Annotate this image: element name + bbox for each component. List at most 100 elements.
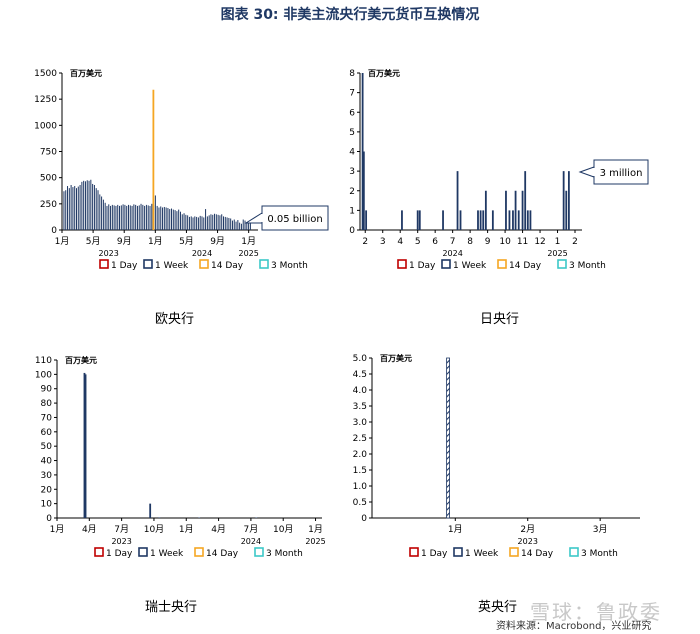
bar-ecb-fourteen_day — [152, 89, 155, 230]
bar-ecb-one_week — [140, 203, 142, 230]
bar-boj-one_week — [362, 151, 365, 230]
bar-boj-one_week — [456, 171, 459, 230]
x-tick-label-ecb: 5月 — [179, 236, 194, 247]
bar-ecb-one_week — [101, 196, 103, 230]
bar-boj-one_week — [526, 210, 529, 230]
bar-ecb-one_week — [201, 216, 203, 230]
y-tick-label-snb: 100 — [35, 370, 52, 380]
legend-label-ecb: 3 Month — [271, 261, 308, 271]
bar-ecb-one_week — [187, 215, 189, 230]
x-tick-label-boj: 5 — [415, 237, 421, 247]
bar-ecb-one_week — [165, 207, 167, 230]
bar-boj-one_week — [514, 190, 517, 230]
bar-ecb-one_week — [70, 184, 72, 230]
bar-ecb-one_week — [174, 210, 176, 230]
y-tick-label-boj: 1 — [349, 206, 355, 216]
bar-ecb-one_week — [119, 205, 121, 230]
bar-ecb-one_week — [127, 204, 129, 230]
bar-ecb-one_week — [160, 206, 162, 230]
legend-label-snb: 1 Day — [106, 549, 133, 559]
y-tick-label-boj: 7 — [349, 89, 355, 99]
bar-boj-one_week — [567, 171, 570, 230]
y-tick-label-boj: 2 — [349, 187, 355, 197]
year-label-ecb: 2025 — [238, 249, 258, 258]
year-label-snb: 2024 — [241, 537, 261, 546]
bar-ecb-one_week — [83, 180, 85, 230]
legend-swatch-ecb — [199, 259, 209, 269]
legend-swatch-snb — [254, 547, 264, 557]
legend-label-ecb: 1 Week — [155, 261, 189, 271]
y-tick-label-boj: 3 — [349, 167, 355, 177]
y-tick-label-ecb: 1000 — [34, 121, 57, 131]
bar-ecb-one_week — [210, 214, 212, 230]
x-tick-label-boj: 1 — [555, 237, 561, 247]
bar-ecb-one_week — [158, 207, 160, 230]
bar-boj-one_week — [529, 210, 532, 230]
caption-snb: 瑞士央行 — [145, 600, 198, 615]
bar-ecb-one_week — [156, 205, 158, 230]
bar-ecb-one_week — [113, 205, 115, 230]
y-tick-label-ecb: 250 — [40, 200, 57, 210]
bar-ecb-one_week — [147, 205, 149, 230]
x-tick-label-boj: 2 — [362, 237, 368, 247]
y-tick-label-boj: 6 — [349, 108, 355, 118]
year-label-boj: 2024 — [442, 249, 462, 258]
x-tick-label-snb: 1月 — [179, 524, 194, 535]
legend-label-boe: 14 Day — [521, 549, 554, 559]
bar-boj-one_week — [477, 210, 479, 230]
bar-ecb-one_week — [145, 204, 147, 230]
legend-swatch-boe — [509, 547, 519, 557]
legend-label-snb: 14 Day — [206, 549, 239, 559]
x-tick-label-ecb: 9月 — [117, 236, 132, 247]
bar-ecb-one_week — [149, 205, 151, 230]
y-tick-label-boj: 0 — [349, 226, 355, 236]
bar-ecb-one_week — [212, 214, 214, 230]
bar-ecb-one_week — [122, 204, 124, 230]
year-label-snb: 2023 — [111, 537, 131, 546]
legend-swatch-ecb — [99, 259, 109, 269]
legend-label-snb: 3 Month — [266, 549, 303, 559]
legend-label-ecb: 14 Day — [211, 261, 244, 271]
bar-boj-one_week — [459, 210, 462, 230]
y-tick-label-boe: 1.0 — [353, 482, 368, 492]
bar-ecb-one_week — [77, 186, 79, 230]
callout-pointer-boj — [578, 166, 595, 178]
x-tick-label-ecb: 9月 — [210, 236, 225, 247]
bar-ecb-one_week — [217, 214, 219, 230]
bar-ecb-one_week — [84, 181, 86, 230]
bar-boj-one_week — [491, 210, 494, 230]
year-label-snb: 2025 — [305, 537, 325, 546]
x-tick-label-boj: 4 — [397, 237, 403, 247]
bar-boj-one_week — [508, 210, 511, 230]
bar-ecb-one_week — [111, 204, 113, 230]
legend-label-boe: 1 Week — [465, 549, 499, 559]
y-tick-label-boe: 2.0 — [353, 450, 368, 460]
bar-ecb-one_week — [181, 214, 183, 230]
bar-ecb-one_week — [183, 213, 185, 230]
bar-ecb-one_week — [95, 188, 97, 230]
bar-ecb-one_week — [190, 216, 192, 230]
x-tick-label-boj: 11 — [517, 237, 528, 247]
bar-ecb-one_week — [169, 209, 171, 230]
unit-label-boj: 百万美元 — [368, 68, 400, 78]
y-tick-label-snb: 40 — [41, 457, 53, 467]
callout-pointer-ecb — [244, 212, 263, 224]
bar-boj-one_week — [484, 190, 487, 230]
bar-ecb-one_week — [214, 213, 216, 230]
bar-ecb-one_week — [106, 205, 108, 230]
callout-text-boj: 3 million — [600, 168, 643, 179]
legend-label-boe: 1 Day — [421, 549, 448, 559]
bar-ecb-one_week — [176, 211, 178, 230]
bar-ecb-one_week — [74, 186, 76, 230]
bar-ecb-one_week — [79, 184, 81, 230]
x-tick-label-ecb: 1月 — [241, 236, 256, 247]
bar-ecb-one_week — [246, 222, 248, 230]
bar-ecb-one_week — [188, 216, 190, 230]
bar-ecb-one_week — [67, 186, 69, 230]
y-tick-label-ecb: 0 — [51, 226, 57, 236]
source-note: 资料来源：Macrobond，兴业研究 — [496, 621, 652, 632]
bar-ecb-one_week — [97, 190, 99, 230]
bar-ecb-one_week — [133, 204, 135, 230]
bar-snb-one_week — [149, 503, 152, 518]
y-tick-label-snb: 110 — [35, 356, 52, 366]
